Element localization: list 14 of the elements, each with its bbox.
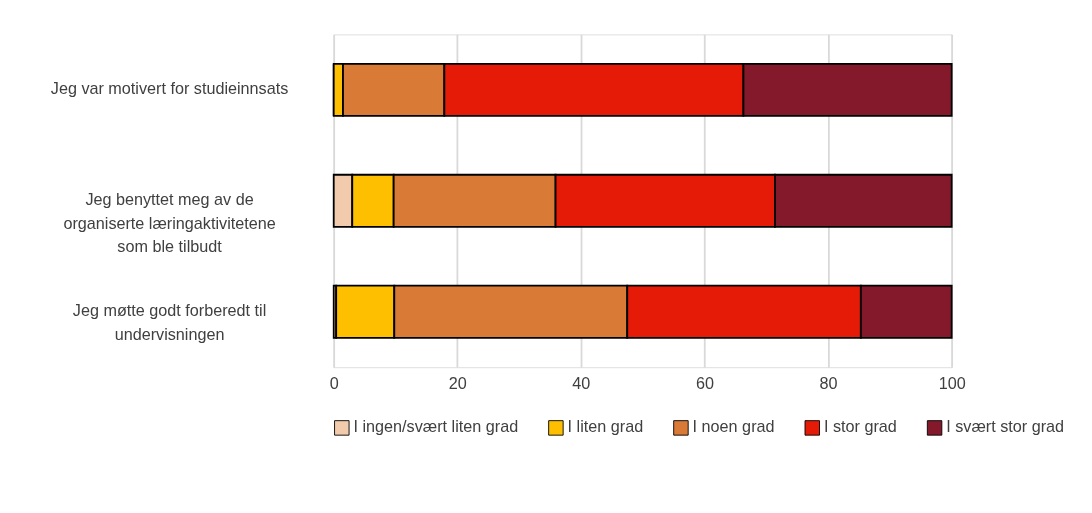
legend-label: I noen grad: [692, 417, 775, 436]
x-tick-label: 40: [572, 374, 591, 393]
legend-label: I liten grad: [567, 417, 644, 436]
y-tick-label: Jeg møtte godt forberedt til undervisningen: [72, 301, 267, 343]
x-tick-label: 100: [938, 374, 966, 393]
legend-label: I svært stor grad: [946, 417, 1065, 436]
x-tick-label: 0: [329, 374, 339, 393]
x-tick-label: 80: [819, 374, 838, 393]
y-tick-label: Jeg benyttet meg av de organiserte læringaktivitetene som ble tilbudt: [63, 190, 276, 256]
x-tick-label: 60: [695, 374, 714, 393]
y-tick-label: Jeg var motivert for studieinnsats: [50, 79, 289, 98]
legend-label: I ingen/svært liten grad: [353, 417, 519, 436]
x-tick-label: 20: [448, 374, 467, 393]
legend-label: I stor grad: [823, 417, 897, 436]
